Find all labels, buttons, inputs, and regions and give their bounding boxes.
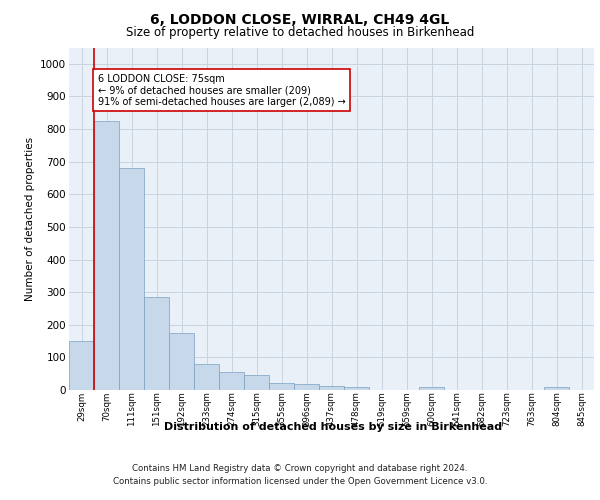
Text: 6, LODDON CLOSE, WIRRAL, CH49 4GL: 6, LODDON CLOSE, WIRRAL, CH49 4GL — [151, 12, 449, 26]
Bar — [194, 364, 219, 390]
Bar — [244, 376, 269, 390]
Text: Size of property relative to detached houses in Birkenhead: Size of property relative to detached ho… — [126, 26, 474, 39]
Bar — [69, 341, 94, 390]
Text: Contains HM Land Registry data © Crown copyright and database right 2024.: Contains HM Land Registry data © Crown c… — [132, 464, 468, 473]
Text: Distribution of detached houses by size in Birkenhead: Distribution of detached houses by size … — [164, 422, 502, 432]
Text: Contains public sector information licensed under the Open Government Licence v3: Contains public sector information licen… — [113, 477, 487, 486]
Bar — [219, 372, 244, 390]
Bar — [169, 333, 194, 390]
Bar — [419, 386, 444, 390]
Text: 6 LODDON CLOSE: 75sqm
← 9% of detached houses are smaller (209)
91% of semi-deta: 6 LODDON CLOSE: 75sqm ← 9% of detached h… — [98, 74, 346, 107]
Bar — [119, 168, 144, 390]
Bar — [319, 386, 344, 390]
Bar — [294, 384, 319, 390]
Bar — [269, 383, 294, 390]
Bar — [94, 121, 119, 390]
Bar — [144, 297, 169, 390]
Bar — [544, 386, 569, 390]
Y-axis label: Number of detached properties: Number of detached properties — [25, 136, 35, 301]
Bar — [344, 386, 369, 390]
